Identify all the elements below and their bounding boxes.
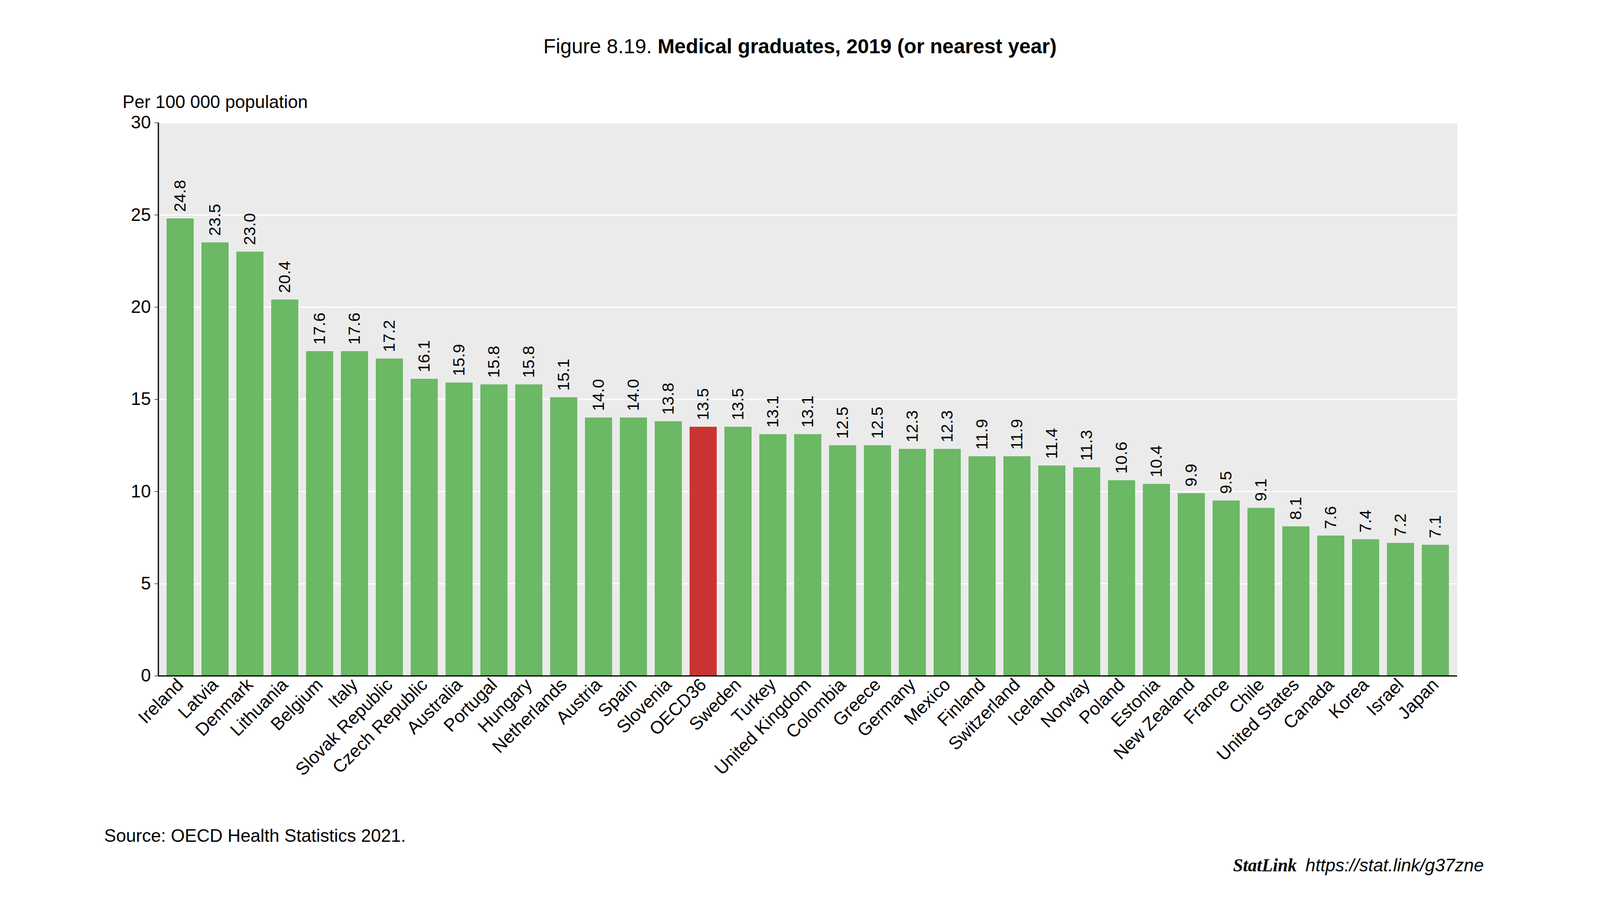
svg-text:7.1: 7.1 <box>1425 515 1445 539</box>
svg-text:7.4: 7.4 <box>1355 509 1375 533</box>
svg-text:Canada: Canada <box>1279 674 1338 733</box>
svg-text:Spain: Spain <box>593 674 641 721</box>
svg-text:Czech Republic: Czech Republic <box>328 674 432 778</box>
svg-text:Norway: Norway <box>1036 674 1094 732</box>
svg-text:7.2: 7.2 <box>1390 513 1410 537</box>
svg-text:Italy: Italy <box>324 674 362 712</box>
svg-text:Japan: Japan <box>1393 674 1443 724</box>
svg-text:23.0: 23.0 <box>240 213 259 246</box>
svg-text:17.6: 17.6 <box>309 312 329 345</box>
svg-text:Israel: Israel <box>1362 674 1408 720</box>
svg-text:Switzerland: Switzerland <box>944 674 1024 754</box>
svg-text:United States: United States <box>1212 674 1303 765</box>
svg-text:10.6: 10.6 <box>1111 441 1131 474</box>
svg-text:20: 20 <box>130 296 151 317</box>
svg-text:Estonia: Estonia <box>1107 674 1164 731</box>
svg-text:13.1: 13.1 <box>763 395 782 428</box>
svg-text:17.2: 17.2 <box>379 320 399 353</box>
svg-text:25: 25 <box>130 204 151 225</box>
svg-text:14.0: 14.0 <box>623 378 643 411</box>
svg-text:12.5: 12.5 <box>832 406 852 439</box>
svg-text:Mexico: Mexico <box>900 674 955 729</box>
svg-text:United Kingdom: United Kingdom <box>710 674 815 779</box>
html-text:https://stat.link/g37zne: https://stat.link/g37zne <box>1305 855 1484 876</box>
svg-text:15.1: 15.1 <box>553 358 573 391</box>
svg-text:23.5: 23.5 <box>205 203 224 236</box>
svg-text:Colombia: Colombia <box>782 674 850 742</box>
svg-text:Korea: Korea <box>1324 674 1373 723</box>
svg-text:15.8: 15.8 <box>519 345 538 378</box>
svg-text:Austria: Austria <box>552 674 606 728</box>
svg-text:13.8: 13.8 <box>658 382 677 415</box>
svg-text:15.8: 15.8 <box>484 345 503 378</box>
svg-text:Greece: Greece <box>828 674 885 730</box>
svg-text:Latvia: Latvia <box>174 674 223 723</box>
svg-text:15.9: 15.9 <box>449 343 468 376</box>
svg-text:5: 5 <box>140 573 152 594</box>
svg-text:8.1: 8.1 <box>1286 496 1305 520</box>
svg-text:11.4: 11.4 <box>1042 428 1061 460</box>
svg-text:Ireland: Ireland <box>134 674 188 728</box>
svg-text:12.5: 12.5 <box>867 406 887 439</box>
svg-text:Germany: Germany <box>853 674 920 741</box>
svg-text:0: 0 <box>140 665 152 686</box>
svg-text:Poland: Poland <box>1075 674 1129 728</box>
svg-text:12.3: 12.3 <box>902 410 922 443</box>
svg-text:Lithuania: Lithuania <box>226 674 292 740</box>
svg-text:20.4: 20.4 <box>275 261 294 293</box>
svg-text:9.9: 9.9 <box>1181 463 1200 487</box>
svg-text:Slovak Republic: Slovak Republic <box>291 674 397 780</box>
svg-text:10: 10 <box>130 481 151 502</box>
svg-text:30: 30 <box>130 112 151 133</box>
svg-text:9.5: 9.5 <box>1216 471 1235 494</box>
svg-text:15: 15 <box>130 388 151 409</box>
svg-text:Sweden: Sweden <box>685 674 746 735</box>
svg-text:14.0: 14.0 <box>588 378 608 411</box>
svg-text:Belgium: Belgium <box>266 674 327 735</box>
svg-text:Slovenia: Slovenia <box>612 674 676 737</box>
svg-text:13.5: 13.5 <box>728 387 747 420</box>
svg-text:11.3: 11.3 <box>1076 430 1096 462</box>
html-text:Per 100 000 population: Per 100 000 population <box>122 92 308 112</box>
svg-text:Australia: Australia <box>402 674 467 738</box>
svg-text:12.3: 12.3 <box>937 410 956 443</box>
svg-text:16.1: 16.1 <box>414 339 433 372</box>
svg-text:10.4: 10.4 <box>1146 445 1166 477</box>
svg-text:New Zealand: New Zealand <box>1109 674 1199 764</box>
svg-text:13.1: 13.1 <box>798 395 817 428</box>
svg-text:Hungary: Hungary <box>473 674 536 737</box>
svg-text:Chile: Chile <box>1225 674 1269 718</box>
svg-text:Netherlands: Netherlands <box>488 674 571 757</box>
svg-text:Denmark: Denmark <box>191 674 257 740</box>
svg-text:24.8: 24.8 <box>170 179 189 212</box>
html-text:StatLink: StatLink <box>1233 855 1297 876</box>
svg-text:9.1: 9.1 <box>1251 478 1270 502</box>
html-text:Figure 8.19. Medical graduates: Figure 8.19. Medical graduates, 2019 (or… <box>543 34 1057 58</box>
svg-text:Turkey: Turkey <box>727 674 780 727</box>
svg-text:7.6: 7.6 <box>1321 506 1340 529</box>
html-text:Source: OECD Health Statistics: Source: OECD Health Statistics 2021. <box>104 825 406 846</box>
svg-text:17.6: 17.6 <box>344 312 364 345</box>
svg-text:Iceland: Iceland <box>1003 674 1059 730</box>
svg-text:OECD36: OECD36 <box>645 674 711 740</box>
svg-text:11.9: 11.9 <box>972 418 991 450</box>
svg-text:13.5: 13.5 <box>693 387 712 420</box>
svg-text:Portugal: Portugal <box>439 674 501 736</box>
svg-text:France: France <box>1179 674 1233 728</box>
svg-text:11.9: 11.9 <box>1007 418 1026 450</box>
svg-text:Finland: Finland <box>933 674 990 730</box>
